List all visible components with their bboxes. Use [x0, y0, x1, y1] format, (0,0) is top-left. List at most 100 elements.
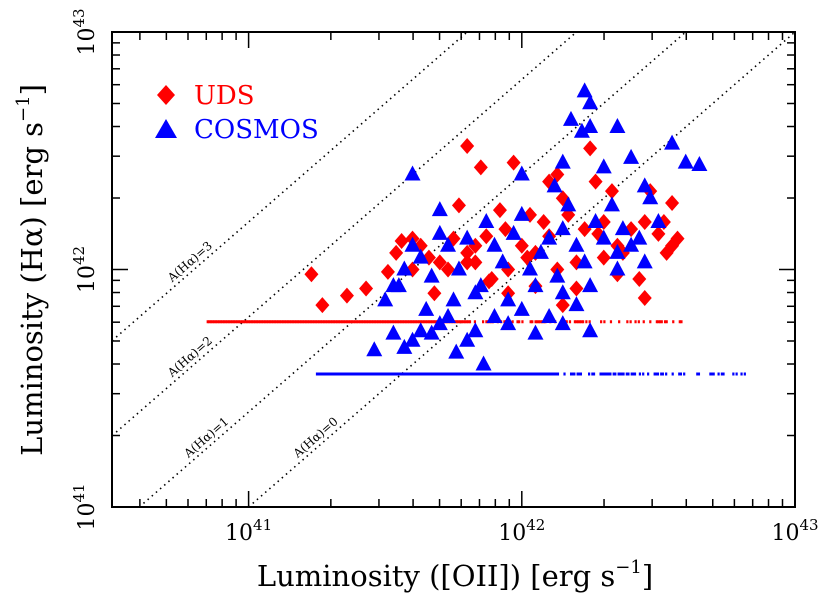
cosmos-point — [495, 253, 511, 268]
uds-point — [638, 290, 652, 306]
x-axis-title: Luminosity ([OII]) [erg s−1] — [257, 557, 653, 593]
cosmos-upper-limit-mark — [672, 373, 674, 376]
cosmos-upper-limit-mark — [622, 373, 624, 376]
uds-point — [452, 197, 466, 213]
legend-cosmos-marker — [155, 119, 177, 138]
uds-upper-limit-mark — [482, 320, 484, 323]
uds-point — [381, 264, 395, 280]
uds-point — [427, 285, 441, 301]
legend: UDS COSMOS — [155, 81, 319, 145]
reference-line-label: A(Hα)=3 — [164, 239, 215, 286]
uds-point — [493, 202, 507, 218]
cosmos-upper-limit-mark — [683, 373, 685, 376]
cosmos-point — [476, 356, 492, 371]
cosmos-upper-limit-mark — [593, 373, 595, 376]
cosmos-upper-limit-mark — [665, 373, 667, 376]
uds-upper-limit-mark — [585, 320, 587, 323]
uds-upper-limit-mark — [531, 320, 533, 323]
uds-point — [507, 155, 521, 171]
uds-upper-limit-mark — [469, 320, 471, 323]
cosmos-point — [637, 253, 653, 268]
cosmos-upper-limit-mark — [563, 373, 565, 376]
cosmos-upper-limit-mark — [718, 373, 720, 376]
cosmos-upper-limit-mark — [713, 373, 715, 376]
cosmos-point — [418, 301, 434, 316]
uds-point — [569, 281, 583, 297]
uds-upper-limit-mark — [672, 320, 674, 323]
uds-point — [638, 214, 652, 230]
uds-point — [665, 195, 679, 211]
cosmos-point — [582, 277, 598, 292]
uds-point — [359, 281, 373, 297]
cosmos-point — [609, 261, 625, 276]
cosmos-point — [514, 301, 530, 316]
uds-point — [340, 288, 354, 304]
cosmos-point — [568, 296, 584, 311]
cosmos-point — [527, 325, 543, 340]
cosmos-point — [377, 291, 393, 306]
scatter-chart: A(Hα)=3A(Hα)=2A(Hα)=1 A(Hα)=0 1041 1042 104… — [0, 0, 830, 594]
cosmos-point — [678, 154, 694, 169]
cosmos-upper-limit-mark — [662, 373, 664, 376]
cosmos-upper-limit-mark — [573, 373, 575, 376]
uds-upper-limit-mark — [474, 320, 476, 323]
cosmos-point — [432, 225, 448, 240]
x-tick-label: 1041 — [225, 516, 272, 546]
cosmos-point — [385, 325, 401, 340]
cosmos-upper-limit-mark — [627, 373, 629, 376]
cosmos-point — [446, 291, 462, 306]
uds-point — [460, 138, 474, 154]
uds-upper-limit-mark — [603, 320, 605, 323]
uds-point — [578, 221, 592, 237]
uds-upper-limit-mark — [582, 320, 584, 323]
uds-point — [589, 174, 603, 190]
uds-point — [632, 271, 646, 287]
uds-upper-limit-mark — [643, 320, 645, 323]
uds-point — [537, 214, 551, 230]
cosmos-point — [459, 230, 475, 245]
cosmos-point — [440, 308, 456, 323]
cosmos-upper-limit-mark — [722, 373, 724, 376]
uds-point — [474, 159, 488, 175]
cosmos-point — [582, 322, 598, 337]
uds-upper-limit-mark — [666, 320, 668, 323]
cosmos-upper-limit-mark — [744, 373, 746, 376]
cosmos-point — [596, 158, 612, 173]
cosmos-upper-limit-mark — [614, 373, 616, 376]
legend-uds-marker — [157, 85, 175, 105]
uds-upper-limit-mark — [521, 320, 523, 323]
cosmos-point — [500, 315, 516, 330]
cosmos-point — [467, 322, 483, 337]
uds-upper-limit-mark — [680, 320, 682, 323]
reference-line-label: A(Hα)=2 — [164, 334, 215, 381]
uds-upper-limit-mark — [589, 320, 591, 323]
uds-point — [304, 266, 318, 282]
cosmos-point — [555, 154, 571, 169]
cosmos-upper-limit-mark — [609, 373, 611, 376]
uds-point — [479, 228, 493, 244]
y-tick-label: 1042 — [70, 246, 100, 293]
uds-upper-limit-mark — [610, 320, 612, 323]
cosmos-upper-limit-mark — [736, 373, 738, 376]
uds-upper-limit-mark — [649, 320, 651, 323]
uds-point — [583, 140, 597, 156]
cosmos-point — [691, 156, 707, 171]
cosmos-upper-limit-mark — [740, 373, 742, 376]
legend-cosmos-label: COSMOS — [194, 115, 319, 145]
cosmos-point — [514, 166, 530, 181]
reference-line — [112, 32, 467, 341]
cosmos-point — [604, 196, 620, 211]
cosmos-point — [623, 149, 639, 164]
cosmos-upper-limit-mark — [642, 373, 644, 376]
cosmos-point — [555, 315, 571, 330]
y-tick-label: 1041 — [70, 483, 100, 530]
cosmos-upper-limit-mark — [647, 373, 649, 376]
cosmos-upper-limit-mark — [588, 373, 590, 376]
reference-line-label: A(Hα)=0 — [290, 414, 341, 461]
uds-upper-limit-mark — [518, 320, 520, 323]
uds-point — [597, 250, 611, 266]
cosmos-point — [405, 166, 421, 181]
x-tick-label: 1043 — [771, 516, 818, 546]
cosmos-upper-limit-mark — [634, 373, 636, 376]
cosmos-point — [555, 284, 571, 299]
